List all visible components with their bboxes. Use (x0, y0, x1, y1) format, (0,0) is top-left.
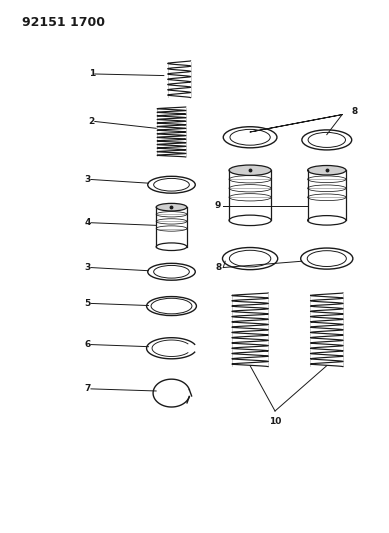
Ellipse shape (229, 165, 271, 175)
Text: 8: 8 (351, 108, 357, 116)
Text: 8: 8 (215, 263, 221, 272)
Text: 1: 1 (89, 69, 95, 78)
Text: 92151 1700: 92151 1700 (22, 16, 105, 29)
Text: 4: 4 (84, 218, 91, 227)
Ellipse shape (156, 204, 187, 211)
Text: 3: 3 (85, 263, 91, 272)
Text: 9: 9 (215, 201, 221, 211)
Text: 3: 3 (85, 175, 91, 184)
Text: 5: 5 (85, 299, 91, 308)
Text: 7: 7 (84, 384, 91, 393)
Text: 10: 10 (269, 417, 281, 426)
Ellipse shape (308, 165, 346, 175)
Text: 6: 6 (85, 340, 91, 349)
Text: 2: 2 (89, 117, 95, 126)
